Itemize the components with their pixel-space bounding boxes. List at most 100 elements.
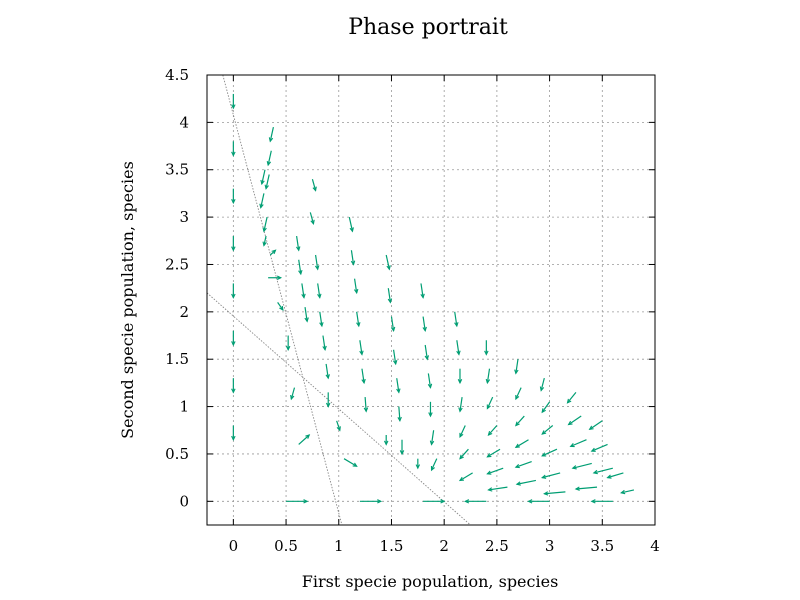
y-tick-label: 1.5 — [165, 350, 189, 368]
vector-arrow — [285, 335, 291, 352]
vector-arrow — [514, 460, 532, 469]
vector-arrow — [231, 330, 236, 347]
vector-arrow — [514, 359, 519, 375]
vector-arrow — [268, 275, 283, 280]
vector-arrow — [396, 378, 401, 394]
vector-arrow — [422, 316, 427, 333]
vector-arrow — [424, 344, 430, 361]
vector-arrow — [356, 311, 361, 328]
vector-arrow — [392, 349, 398, 366]
vector-arrow — [541, 425, 554, 435]
x-tick-label: 2.5 — [485, 537, 509, 555]
vector-arrow — [296, 235, 301, 252]
y-tick-label: 4.5 — [165, 66, 189, 84]
vector-arrow — [527, 499, 550, 504]
vector-arrow — [515, 387, 522, 401]
vector-arrow — [486, 396, 494, 410]
vector-arrow — [359, 499, 383, 504]
vector-arrow — [574, 486, 598, 491]
vector-arrow — [459, 425, 466, 439]
plot-frame — [206, 74, 656, 526]
vector-arrow — [543, 491, 566, 496]
vector-arrow — [262, 216, 268, 233]
vector-arrow — [286, 499, 309, 504]
vector-arrow — [363, 397, 369, 413]
x-tick-label: 2 — [439, 537, 449, 555]
vector-arrow — [459, 448, 469, 460]
vector-arrow — [566, 391, 577, 404]
vector-arrow — [429, 430, 435, 446]
vector-arrow — [541, 401, 551, 414]
nullcline-line — [222, 74, 343, 526]
vector-arrow — [514, 439, 529, 448]
vector-arrow — [397, 406, 402, 423]
y-tick-label: 4 — [179, 113, 189, 131]
vector-arrow — [325, 392, 331, 408]
vector-arrow — [399, 439, 405, 456]
vector-arrow — [269, 249, 277, 256]
vector-arrow — [359, 340, 364, 356]
vector-arrow — [259, 193, 265, 209]
vector-arrow — [458, 472, 473, 482]
y-tick-label: 3 — [179, 208, 189, 226]
vector-arrow — [457, 368, 463, 385]
x-tick-label: 3 — [545, 537, 555, 555]
vector-arrow — [350, 250, 356, 266]
chart-title: Phase portrait — [348, 15, 508, 40]
vector-arrow — [430, 458, 438, 472]
y-tick-label: 0.5 — [165, 445, 189, 463]
vector-arrow — [348, 216, 354, 233]
vector-arrow — [487, 425, 498, 436]
vector-arrow — [383, 435, 389, 446]
vector-arrow — [264, 174, 270, 190]
vector-arrow — [231, 236, 236, 252]
vector-arrow — [485, 368, 491, 385]
vector-arrow — [231, 141, 236, 157]
y-tick-label: 2 — [179, 303, 189, 321]
vector-arrow — [567, 415, 582, 426]
x-tick-label: 1.5 — [380, 537, 404, 555]
x-tick-label: 1 — [334, 537, 344, 555]
x-axis-label: First specie population, species — [302, 572, 559, 591]
vector-arrow — [540, 472, 561, 479]
vector-arrow — [387, 288, 393, 304]
vector-arrow — [304, 307, 309, 323]
y-tick-label: 3.5 — [165, 161, 189, 179]
vector-arrow — [361, 368, 366, 385]
vector-arrow — [262, 235, 267, 247]
vector-arrow — [390, 316, 396, 333]
vector-arrow — [415, 458, 421, 470]
vector-arrow — [298, 259, 303, 276]
vector-arrow — [606, 472, 624, 479]
vector-arrow — [571, 462, 592, 470]
vector-arrow — [231, 378, 236, 394]
vector-arrow — [319, 311, 324, 328]
vector-arrow — [428, 401, 433, 418]
vector-arrow — [301, 283, 306, 299]
nullclines — [206, 74, 471, 526]
vector-arrow — [317, 283, 322, 299]
vector-arrow — [515, 415, 525, 427]
vector-arrow — [311, 179, 317, 192]
x-tick-label: 4 — [650, 537, 660, 555]
vector-arrow — [454, 311, 459, 328]
vector-arrow — [486, 467, 504, 475]
vector-arrow — [290, 387, 296, 401]
vector-field — [231, 93, 635, 504]
vector-arrow — [539, 378, 545, 392]
vector-arrow — [486, 448, 501, 458]
vector-arrow — [463, 499, 487, 504]
vector-arrow — [309, 212, 315, 225]
vector-arrow — [322, 335, 327, 351]
vector-arrow — [353, 278, 359, 295]
y-tick-label: 0 — [179, 492, 189, 510]
y-tick-label: 2.5 — [165, 255, 189, 273]
y-tick-label: 1 — [179, 398, 189, 416]
vector-arrow — [231, 283, 236, 299]
vector-arrow — [515, 479, 537, 486]
vector-arrow — [266, 150, 272, 167]
vector-arrow — [420, 283, 425, 299]
vector-arrow — [458, 397, 463, 413]
vector-arrow — [456, 340, 461, 356]
vector-arrow — [231, 425, 236, 442]
